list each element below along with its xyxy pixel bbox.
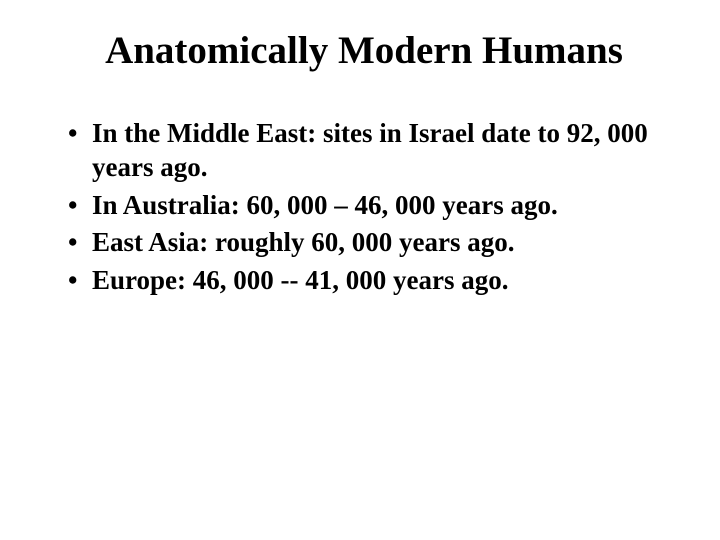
list-item: Europe: 46, 000 -- 41, 000 years ago.	[72, 264, 680, 298]
bullet-list: In the Middle East: sites in Israel date…	[48, 117, 680, 298]
slide-title: Anatomically Modern Humans	[48, 28, 680, 73]
slide-container: Anatomically Modern Humans In the Middle…	[0, 0, 720, 540]
list-item: In Australia: 60, 000 – 46, 000 years ag…	[72, 189, 680, 223]
list-item: East Asia: roughly 60, 000 years ago.	[72, 226, 680, 260]
list-item: In the Middle East: sites in Israel date…	[72, 117, 680, 185]
